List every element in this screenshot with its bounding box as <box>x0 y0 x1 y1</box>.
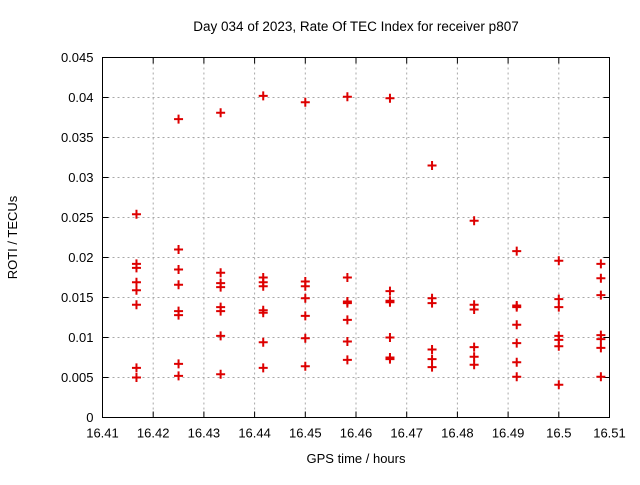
data-point-marker <box>427 298 437 308</box>
y-tick-label: 0.005 <box>61 370 94 385</box>
data-point-marker <box>469 305 479 314</box>
y-axis-label: ROTI / TECUs <box>5 195 20 279</box>
data-point-marker <box>596 372 606 382</box>
data-point-marker <box>300 293 310 303</box>
data-point-marker <box>131 263 141 273</box>
data-point-marker <box>342 355 352 365</box>
x-tick-label: 16.47 <box>390 426 423 441</box>
data-point-marker <box>385 286 395 296</box>
data-point-marker <box>216 108 226 118</box>
data-point-marker <box>385 333 395 342</box>
data-point-marker <box>554 380 564 390</box>
x-tick-label: 16.41 <box>86 426 119 441</box>
data-point-marker <box>300 311 310 321</box>
x-tick-label: 16.51 <box>593 426 626 441</box>
data-point-marker <box>216 282 226 292</box>
y-tick-label: 0.045 <box>61 50 94 65</box>
data-point-marker <box>258 363 268 373</box>
data-point-marker <box>342 337 352 346</box>
data-point-marker <box>131 363 141 373</box>
data-point-marker <box>216 369 226 379</box>
x-axis-label: GPS time / hours <box>307 451 406 466</box>
x-tick-label: 16.45 <box>289 426 322 441</box>
y-tick-label: 0 <box>86 410 93 425</box>
data-point-marker <box>216 331 226 341</box>
data-point-marker <box>512 302 522 312</box>
x-tick-label: 16.5 <box>546 426 571 441</box>
data-point-marker <box>469 352 479 362</box>
data-point-marker <box>427 345 437 354</box>
x-tick-label: 16.44 <box>238 426 271 441</box>
data-point-marker <box>258 281 268 291</box>
data-point-marker <box>596 334 606 344</box>
data-point-marker <box>300 333 310 343</box>
y-tick-label: 0.01 <box>68 330 93 345</box>
y-tick-label: 0.03 <box>68 170 93 185</box>
data-point-marker <box>469 216 479 226</box>
data-point-marker <box>300 361 310 371</box>
data-point-marker <box>258 91 268 101</box>
data-point-marker <box>216 268 226 278</box>
data-point-marker <box>174 371 184 381</box>
data-point-marker <box>554 341 564 351</box>
data-point-marker <box>258 337 268 347</box>
data-point-marker <box>174 359 184 369</box>
x-tick-label: 16.43 <box>188 426 221 441</box>
data-point-marker <box>512 338 522 348</box>
data-point-marker <box>174 114 184 124</box>
data-point-marker <box>596 343 606 353</box>
data-point-marker <box>342 273 352 282</box>
data-point-marker <box>258 308 268 318</box>
y-tick-label: 0.04 <box>68 90 93 105</box>
data-point-marker <box>174 310 184 320</box>
data-point-marker <box>300 97 310 107</box>
data-point-marker <box>427 354 437 364</box>
y-tick-label: 0.035 <box>61 130 94 145</box>
data-point-marker <box>596 273 606 283</box>
data-point-marker <box>385 93 395 103</box>
data-point-marker <box>174 245 184 254</box>
y-tick-label: 0.02 <box>68 250 93 265</box>
data-point-marker <box>512 246 522 256</box>
data-point-marker <box>554 302 564 312</box>
data-point-marker <box>174 265 184 274</box>
x-tick-label: 16.49 <box>492 426 525 441</box>
data-point-marker <box>131 209 141 219</box>
data-point-marker <box>216 306 226 316</box>
data-point-marker <box>342 92 352 102</box>
data-point-marker <box>554 294 564 304</box>
data-point-marker <box>512 320 522 330</box>
data-point-marker <box>596 290 606 300</box>
data-point-marker <box>596 259 606 269</box>
data-point-marker <box>342 298 352 308</box>
data-point-marker <box>469 360 479 370</box>
data-point-marker <box>385 354 395 364</box>
x-tick-label: 16.48 <box>441 426 474 441</box>
y-tick-label: 0.015 <box>61 290 94 305</box>
data-point-marker <box>512 357 522 367</box>
data-point-marker <box>427 362 437 372</box>
chart-title: Day 034 of 2023, Rate Of TEC Index for r… <box>193 19 518 34</box>
data-point-marker <box>131 285 141 295</box>
data-point-marker <box>512 372 522 382</box>
data-point-marker <box>385 297 395 307</box>
data-point-marker <box>342 315 352 325</box>
data-point-marker <box>131 373 141 382</box>
x-tick-label: 16.46 <box>340 426 373 441</box>
data-point-marker <box>300 281 310 291</box>
data-point-marker <box>131 300 141 310</box>
data-point-marker <box>427 161 437 170</box>
data-point-marker <box>554 256 564 266</box>
data-point-marker <box>469 342 479 352</box>
x-tick-label: 16.42 <box>137 426 170 441</box>
data-point-marker <box>131 277 141 287</box>
y-tick-label: 0.025 <box>61 210 94 225</box>
data-point-marker <box>174 280 184 290</box>
